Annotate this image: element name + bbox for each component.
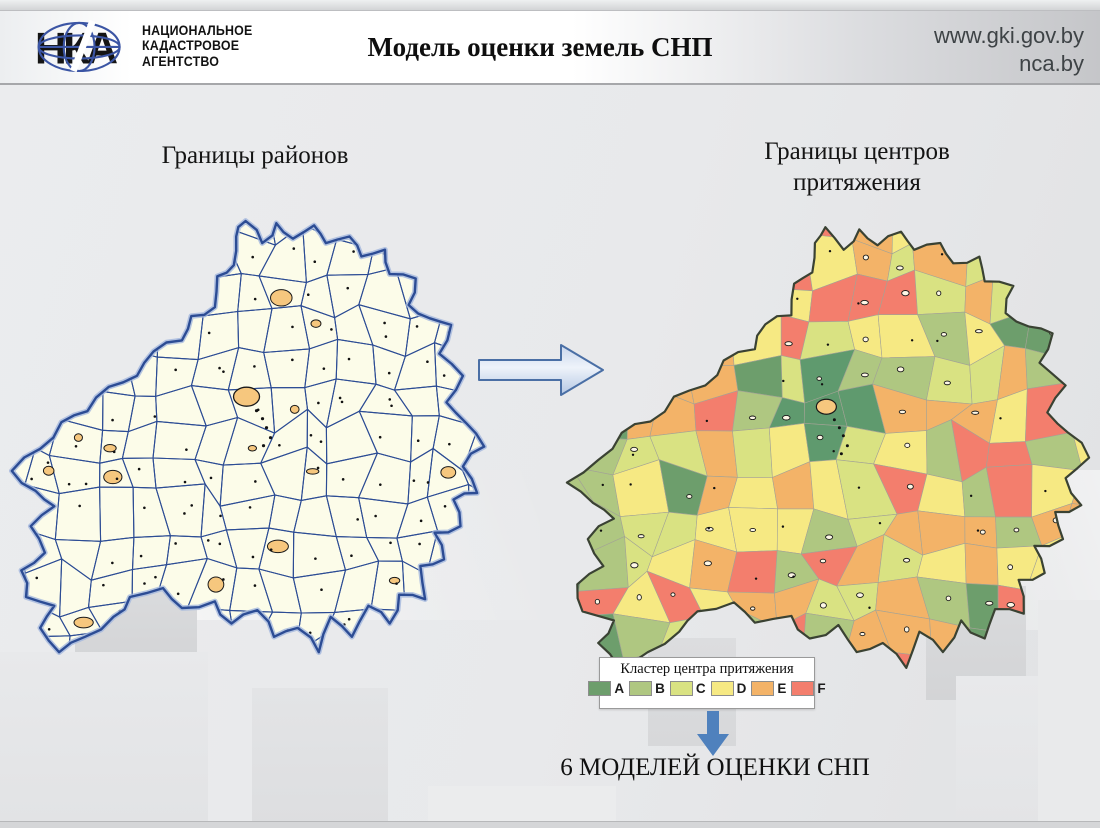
logo-slash <box>70 20 96 72</box>
agency-name-line2: КАДАСТРОВОЕ <box>142 38 240 54</box>
agency-name: НАЦИОНАЛЬНОЕ КАДАСТРОВОЕ АГЕНТСТВО <box>142 23 252 68</box>
right-map-title-line2: притяжения <box>793 169 921 197</box>
left-map-title: Границы районов <box>161 142 349 169</box>
legend-item-E: E <box>751 681 786 696</box>
legend-swatch <box>751 681 775 696</box>
legend-item-D: D <box>710 681 747 696</box>
slide-title: Модель оценки земель СНП <box>367 31 713 62</box>
legend-label: E <box>777 681 787 696</box>
transform-arrow-icon <box>478 344 604 396</box>
legend-item-F: F <box>791 681 826 696</box>
legend-label: C <box>695 681 706 696</box>
legend-item-A: A <box>588 681 624 696</box>
legend-row: A B C D E F <box>588 681 826 696</box>
nka-logo-icon: НКА <box>35 20 121 72</box>
legend-swatch <box>669 681 693 696</box>
url-gki: www.gki.gov.by <box>934 23 1084 48</box>
bg-block <box>252 688 388 826</box>
cluster-legend: Кластер центра притяжения A B C D E F <box>588 657 826 709</box>
clusters-map <box>565 226 1091 669</box>
right-map-title: Границы центров притяжения <box>727 136 987 199</box>
legend-swatch <box>629 681 653 696</box>
conclusion-text: 6 МОДЕЛЕЙ ОЦЕНКИ СНП <box>560 754 870 781</box>
legend-title: Кластер центра притяжения <box>620 661 794 677</box>
legend-label: B <box>655 681 665 696</box>
url-nca: nca.by <box>1019 51 1084 77</box>
agency-logo: НКА НАЦИОНАЛЬНОЕ КАДАСТРОВОЕ АГЕНТСТВО <box>34 20 262 72</box>
bg-block <box>1038 600 1100 828</box>
legend-swatch <box>791 681 815 696</box>
bg-block <box>0 652 208 822</box>
legend-swatch <box>588 681 612 696</box>
legend-item-B: B <box>629 681 665 696</box>
agency-name-line1: НАЦИОНАЛЬНОЕ <box>142 23 253 39</box>
legend-item-C: C <box>669 681 706 696</box>
website-urls: www.gki.gov.by nca.by <box>934 22 1084 78</box>
down-arrow-icon <box>697 711 729 756</box>
legend-swatch <box>710 681 734 696</box>
districts-map <box>9 218 487 655</box>
legend-label: A <box>614 681 625 696</box>
agency-name-line3: АГЕНТСТВО <box>142 53 220 69</box>
header-top-strip <box>0 0 1100 11</box>
header: НКА НАЦИОНАЛЬНОЕ КАДАСТРОВОЕ АГЕНТСТВО М… <box>0 11 1100 85</box>
legend-label: F <box>817 681 826 696</box>
legend-label: D <box>736 681 747 696</box>
bottom-strip <box>0 821 1100 828</box>
right-map-title-line1: Границы центров <box>764 138 950 165</box>
